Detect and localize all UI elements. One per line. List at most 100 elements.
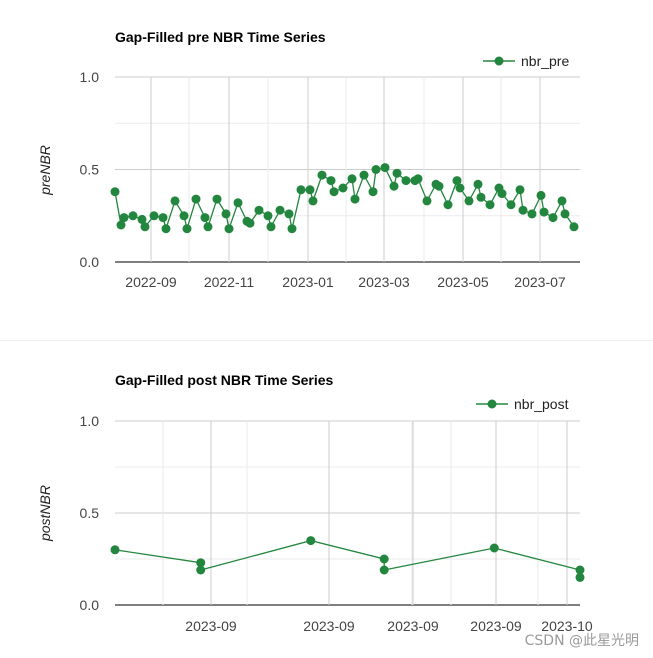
- chart-title: Gap-Filled post NBR Time Series: [115, 372, 334, 388]
- data-point: [329, 187, 339, 197]
- data-point: [254, 205, 264, 215]
- legend: nbr_post: [476, 396, 569, 412]
- data-point: [560, 209, 570, 219]
- data-point: [179, 211, 189, 221]
- data-point: [434, 181, 444, 191]
- data-point: [392, 168, 402, 178]
- data-point: [575, 572, 585, 582]
- post-nbr-chart: Gap-Filled post NBR Time Series postNBR …: [37, 372, 593, 634]
- data-point: [575, 565, 585, 575]
- legend: nbr_pre: [483, 53, 569, 69]
- data-point: [489, 543, 499, 553]
- y-tick-label: 0.0: [80, 254, 100, 270]
- data-point: [473, 179, 483, 189]
- chart-title: Gap-Filled pre NBR Time Series: [115, 29, 326, 45]
- data-point: [443, 200, 453, 210]
- data-point: [224, 224, 234, 234]
- grid-lines: [115, 420, 580, 606]
- data-point: [128, 211, 138, 221]
- data-point: [485, 200, 495, 210]
- x-tick-label: 2023-07: [514, 274, 566, 290]
- data-point: [110, 187, 120, 197]
- y-tick-label: 1.0: [80, 413, 100, 429]
- x-tick-label: 2023-10: [541, 618, 593, 634]
- data-point: [464, 196, 474, 206]
- data-point: [476, 192, 486, 202]
- data-point: [317, 170, 327, 180]
- data-point: [338, 183, 348, 193]
- data-point: [158, 213, 168, 223]
- series-nbr-pre: [110, 163, 579, 234]
- data-point: [527, 209, 537, 219]
- data-point: [137, 214, 147, 224]
- data-point: [518, 205, 528, 215]
- x-tick-label: 2023-09: [387, 618, 439, 634]
- data-point: [170, 196, 180, 206]
- x-tick-label: 2023-03: [358, 274, 410, 290]
- data-point: [548, 213, 558, 223]
- data-point: [350, 194, 360, 204]
- data-point: [233, 198, 243, 208]
- data-point: [379, 554, 389, 564]
- y-tick-label: 0.5: [80, 505, 100, 521]
- data-point: [422, 196, 432, 206]
- y-tick-label: 0.0: [80, 597, 100, 613]
- data-point: [401, 176, 411, 186]
- data-point: [368, 187, 378, 197]
- legend-marker: [494, 56, 504, 66]
- data-point: [379, 565, 389, 575]
- data-point: [116, 220, 126, 230]
- data-point: [326, 176, 336, 186]
- data-point: [263, 211, 273, 221]
- data-point: [221, 209, 231, 219]
- data-point: [347, 174, 357, 184]
- data-point: [371, 165, 381, 174]
- data-point: [284, 209, 294, 219]
- data-point: [245, 218, 255, 228]
- y-tick-label: 1.0: [80, 69, 100, 85]
- data-point: [536, 190, 546, 200]
- x-tick-label: 2023-09: [470, 618, 522, 634]
- data-point: [161, 224, 171, 234]
- x-tick-label: 2022-11: [204, 274, 255, 290]
- data-point: [413, 174, 423, 184]
- x-tick-label: 2023-09: [185, 618, 237, 634]
- data-point: [149, 211, 159, 221]
- data-point: [191, 194, 201, 204]
- x-tick-label: 2023-01: [282, 274, 334, 290]
- data-point: [203, 222, 213, 232]
- y-axis-title: postNBR: [37, 485, 53, 542]
- data-point: [110, 545, 120, 555]
- data-point: [275, 205, 285, 215]
- data-point: [380, 163, 390, 173]
- data-point: [119, 213, 129, 223]
- data-point: [196, 558, 206, 568]
- data-point: [308, 196, 318, 206]
- pre-nbr-chart: Gap-Filled pre NBR Time Series preNBR 0.…: [37, 29, 580, 290]
- data-point: [506, 200, 516, 210]
- legend-marker: [487, 399, 497, 409]
- x-tick-label: 2023-09: [303, 618, 355, 634]
- watermark: CSDN @此星光明: [524, 633, 639, 649]
- data-point: [359, 170, 369, 180]
- tick-labels: 0.0 0.5 1.0 2022-09 2022-11 2023-01 2023-03 202…: [80, 69, 566, 290]
- data-point: [515, 185, 525, 195]
- y-tick-label: 0.5: [80, 162, 100, 178]
- legend-label: nbr_post: [514, 396, 569, 412]
- tick-labels: 0.0 0.5 1.0 2023-09 2023-09 2023-09 2023-09 202…: [80, 413, 593, 634]
- legend-label: nbr_pre: [521, 53, 569, 69]
- data-point: [455, 183, 465, 193]
- y-axis-title: preNBR: [37, 145, 53, 196]
- data-point: [296, 185, 306, 195]
- data-point: [497, 189, 507, 199]
- data-point: [140, 222, 150, 232]
- data-point: [287, 224, 297, 234]
- data-point: [452, 176, 462, 186]
- data-point: [389, 181, 399, 191]
- data-point: [305, 185, 315, 195]
- data-point: [182, 224, 192, 234]
- data-point: [212, 194, 222, 204]
- x-tick-label: 2022-09: [125, 274, 177, 290]
- data-point: [196, 565, 206, 575]
